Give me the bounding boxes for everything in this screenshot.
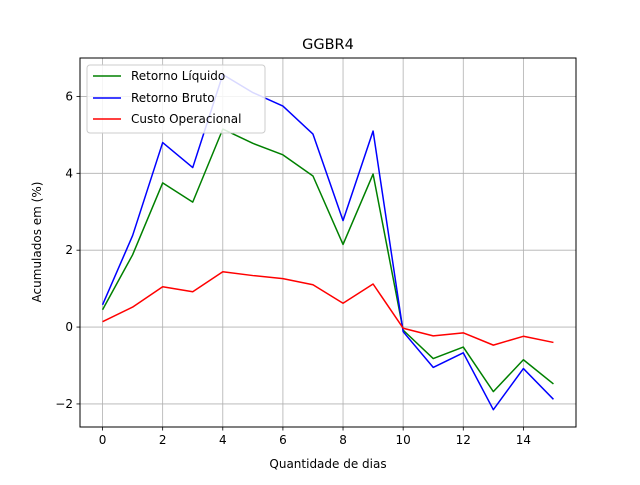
series-line-custo-operacional <box>102 270 554 346</box>
x-tick-label: 12 <box>456 433 471 447</box>
y-tick-label: 6 <box>65 89 73 103</box>
x-tick-label: 6 <box>279 433 287 447</box>
x-tick-label: 8 <box>339 433 347 447</box>
x-tick-label: 4 <box>219 433 227 447</box>
x-tick-label: 2 <box>159 433 167 447</box>
y-tick-label: 2 <box>65 243 73 257</box>
x-axis-ticks: 0 2 4 6 8 10 12 14 <box>99 427 531 447</box>
y-tick-label: −2 <box>55 397 73 411</box>
x-axis-label: Quantidade de dias <box>269 457 386 471</box>
y-axis-ticks: −2 0 2 4 6 <box>55 89 80 411</box>
legend-label-retorno-bruto: Retorno Bruto <box>131 91 215 105</box>
x-tick-label: 14 <box>516 433 531 447</box>
legend-box <box>86 64 266 134</box>
x-tick-label: 0 <box>99 433 107 447</box>
x-tick-label: 10 <box>396 433 411 447</box>
plot-frame <box>79 57 577 428</box>
chart-title: GGBR4 <box>302 37 354 53</box>
legend-label-custo-operacional: Custo Operacional <box>131 112 241 126</box>
series-line-retorno-liquido <box>101 128 554 393</box>
legend: Retorno Líquido Retorno Bruto Custo Oper… <box>86 64 266 134</box>
y-tick-label: 4 <box>65 166 73 180</box>
y-tick-label: 0 <box>65 320 73 334</box>
series-line-retorno-bruto <box>101 73 554 411</box>
y-axis-label: Acumulados em (%) <box>30 182 44 303</box>
legend-label-retorno-liquido: Retorno Líquido <box>131 69 225 83</box>
series-lines <box>101 73 554 411</box>
